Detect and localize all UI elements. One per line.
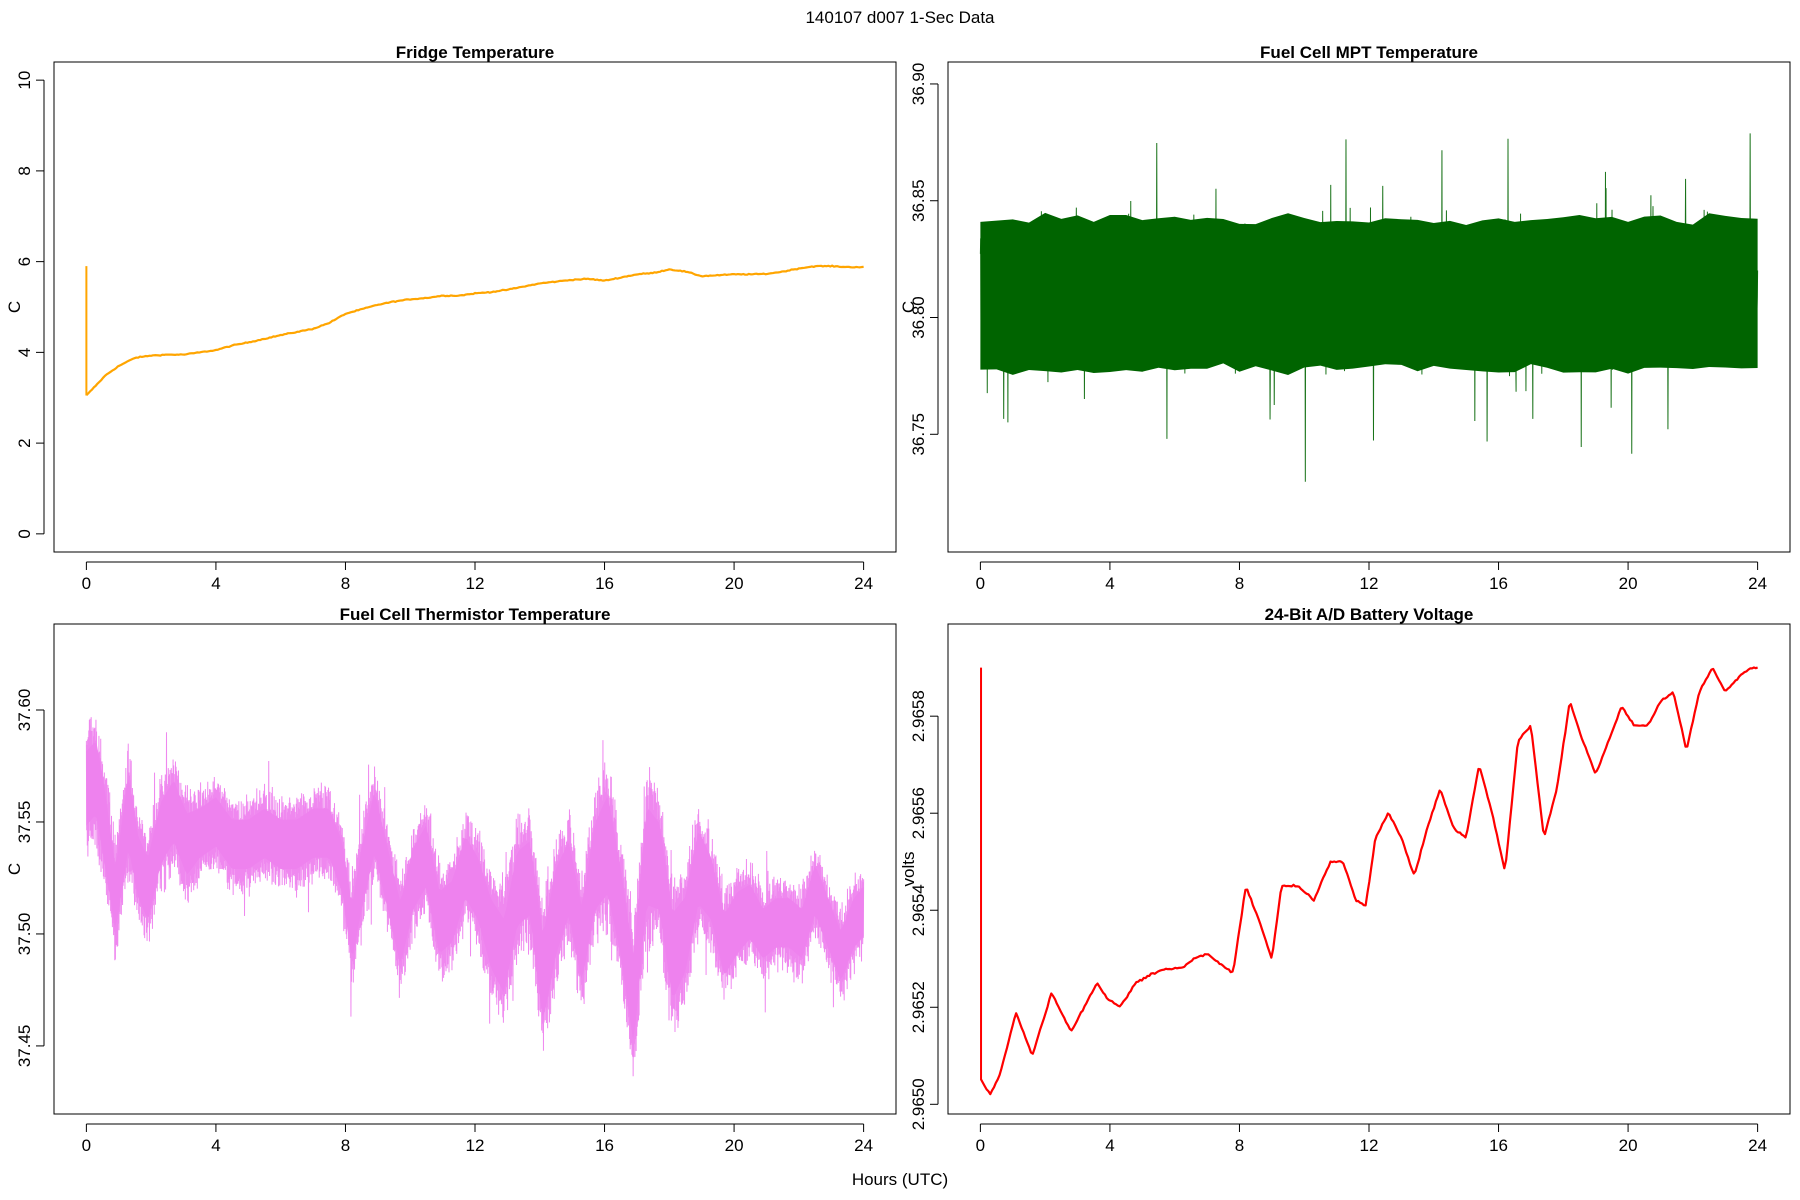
chart-fuel-cell-thermistor-temperature: Fuel Cell Thermistor Temperature C 0 4 8 12 16… xyxy=(5,605,897,1155)
x-tick-label: 12 xyxy=(1360,1136,1379,1155)
x-tick-label: 0 xyxy=(82,1136,91,1155)
x-tick-label: 4 xyxy=(1105,574,1114,593)
x-tick-label: 8 xyxy=(1235,574,1244,593)
x-tick-label: 8 xyxy=(1235,1136,1244,1155)
x-tick-label: 24 xyxy=(1748,1136,1767,1155)
x-tick-label: 0 xyxy=(976,574,985,593)
y-tick-label: 6 xyxy=(15,257,34,266)
chart-battery-voltage: 24-Bit A/D Battery Voltage volts 0 4 8 12 16 20… xyxy=(899,605,1791,1155)
y-tick-label: 10 xyxy=(15,71,34,90)
x-tick-label: 24 xyxy=(854,574,873,593)
plot-frame xyxy=(53,623,897,1115)
y-tick-label: 37.55 xyxy=(15,801,34,844)
y-axis-label: C xyxy=(899,301,918,313)
chart-title: Fuel Cell Thermistor Temperature xyxy=(340,605,611,624)
y-tick-label: 36.85 xyxy=(909,179,928,222)
x-tick-label: 4 xyxy=(1105,1136,1114,1155)
series-fuel-cell-thermistor-temperature xyxy=(85,717,865,1077)
x-tick-label: 0 xyxy=(976,1136,985,1155)
plot-frame xyxy=(947,623,1791,1115)
y-tick-label: 36.80 xyxy=(909,296,928,339)
series-density-core xyxy=(980,212,1758,376)
y-tick-label: 4 xyxy=(15,348,34,357)
y-tick-label: 2.9658 xyxy=(909,690,928,742)
series-fridge-temperature xyxy=(85,264,864,397)
x-tick-label: 0 xyxy=(82,574,91,593)
x-tick-label: 12 xyxy=(1360,574,1379,593)
x-tick-label: 24 xyxy=(854,1136,873,1155)
x-tick-label: 24 xyxy=(1748,574,1767,593)
y-axis-label: C xyxy=(5,301,24,313)
y-tick-label: 2.9654 xyxy=(909,884,928,936)
y-tick-label: 0 xyxy=(15,529,34,538)
chart-title: Fuel Cell MPT Temperature xyxy=(1260,43,1478,62)
series-battery-voltage xyxy=(980,666,1758,1096)
y-tick-label: 2.9656 xyxy=(909,787,928,839)
x-tick-label: 8 xyxy=(341,1136,350,1155)
x-axis-label-hours: Hours (UTC) xyxy=(852,1170,948,1189)
y-axis-label: C xyxy=(5,863,24,875)
figure-main-title: 140107 d007 1-Sec Data xyxy=(805,8,995,27)
x-tick-label: 20 xyxy=(1619,1136,1638,1155)
y-tick-label: 2.9650 xyxy=(909,1078,928,1130)
chart-title: 24-Bit A/D Battery Voltage xyxy=(1265,605,1474,624)
y-tick-label: 37.60 xyxy=(15,689,34,732)
plot-frame xyxy=(53,61,897,553)
y-axis-label: volts xyxy=(899,852,918,887)
x-tick-label: 16 xyxy=(1489,574,1508,593)
x-tick-label: 4 xyxy=(211,1136,220,1155)
y-tick-label: 36.90 xyxy=(909,63,928,106)
chart-title: Fridge Temperature xyxy=(396,43,554,62)
series-envelope-core xyxy=(86,742,864,1040)
x-tick-label: 20 xyxy=(725,1136,744,1155)
x-tick-label: 20 xyxy=(725,574,744,593)
plot-frame xyxy=(947,61,1791,553)
x-tick-label: 12 xyxy=(466,1136,485,1155)
y-tick-label: 2.9652 xyxy=(909,981,928,1033)
x-tick-label: 16 xyxy=(595,574,614,593)
x-tick-label: 4 xyxy=(211,574,220,593)
y-tick-label: 2 xyxy=(15,438,34,447)
y-tick-label: 36.75 xyxy=(909,413,928,456)
y-tick-label: 37.45 xyxy=(15,1025,34,1068)
series-line xyxy=(980,666,1758,1096)
x-tick-label: 16 xyxy=(1489,1136,1508,1155)
x-tick-label: 20 xyxy=(1619,574,1638,593)
x-tick-label: 12 xyxy=(466,574,485,593)
series-line xyxy=(85,264,864,397)
series-fuel-cell-mpt-temperature xyxy=(979,133,1759,482)
chart-fuel-cell-mpt-temperature: Fuel Cell MPT Temperature C 0 4 8 12 16 20 24 36.… xyxy=(899,43,1791,593)
y-tick-label: 8 xyxy=(15,166,34,175)
x-tick-label: 16 xyxy=(595,1136,614,1155)
y-tick-label: 37.50 xyxy=(15,913,34,956)
x-tick-label: 8 xyxy=(341,574,350,593)
